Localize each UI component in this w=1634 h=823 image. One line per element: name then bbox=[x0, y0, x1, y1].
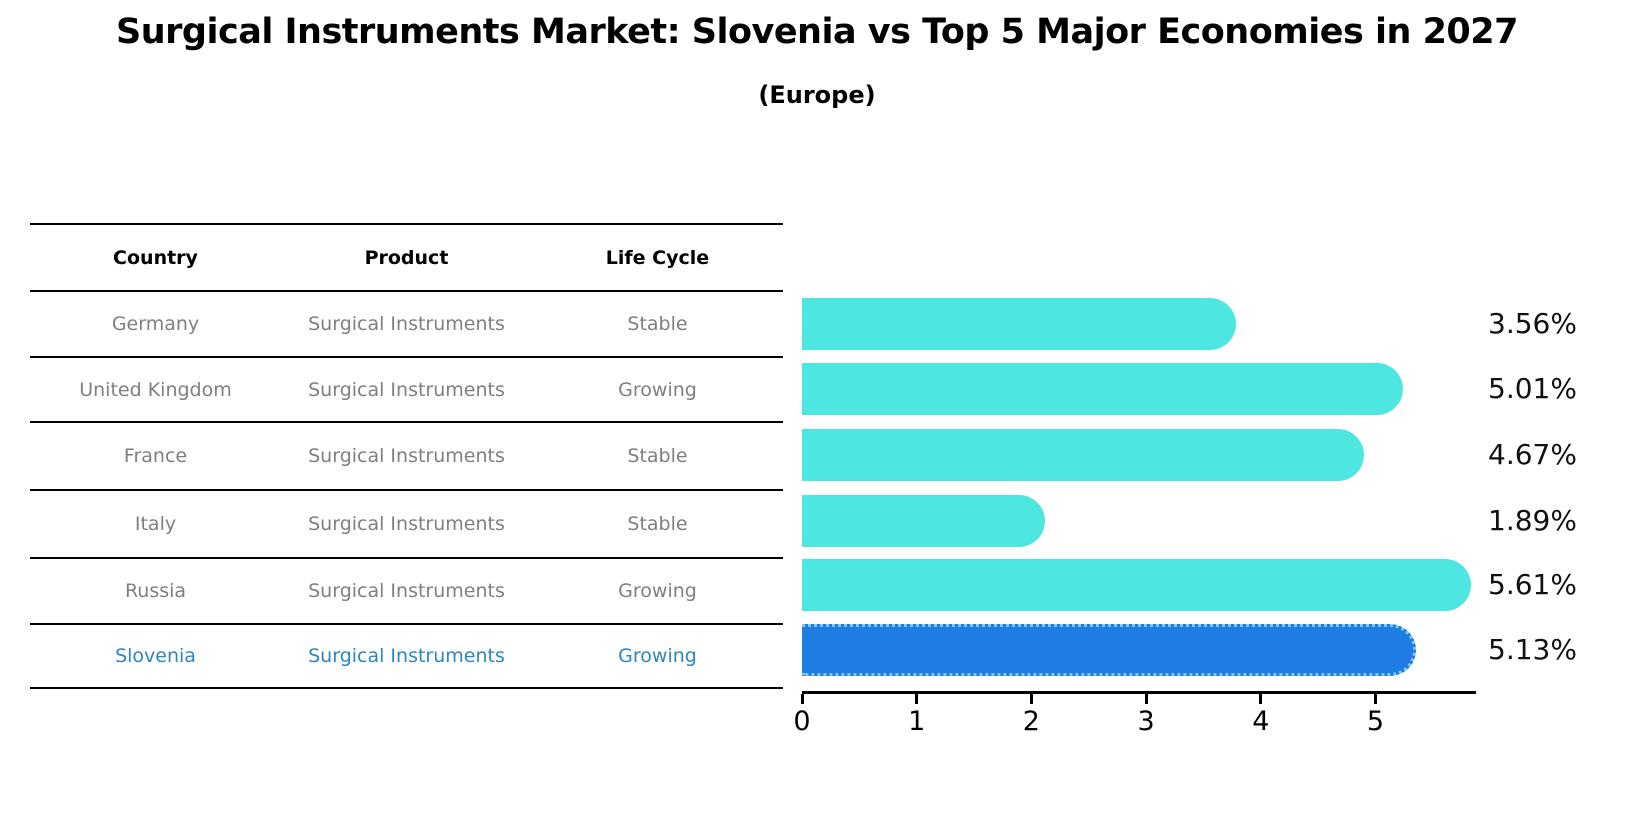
table-header-row: Country Product Life Cycle bbox=[30, 223, 783, 290]
cell-life-cycle: Growing bbox=[618, 580, 697, 602]
cell-product: Surgical Instruments bbox=[308, 378, 505, 401]
x-axis-tick-label: 1 bbox=[908, 706, 926, 737]
x-axis-tick bbox=[1259, 694, 1263, 704]
value-label-russia: 5.61% bbox=[1488, 568, 1577, 601]
x-axis-tick bbox=[1029, 694, 1033, 704]
bar-germany bbox=[802, 298, 1237, 350]
cell-life-cycle: Growing bbox=[618, 645, 697, 667]
cell-product: Surgical Instruments bbox=[308, 645, 505, 667]
x-axis-tick bbox=[1374, 694, 1377, 704]
cell-country: United Kingdom bbox=[79, 378, 232, 401]
cell-country: Germany bbox=[111, 313, 200, 335]
table-row-france: France Surgical Instruments Stable bbox=[30, 421, 783, 489]
cell-country: France bbox=[123, 445, 188, 467]
value-label-germany: 3.56% bbox=[1488, 307, 1577, 340]
cell-life-cycle: Stable bbox=[627, 445, 688, 467]
column-header-life-cycle: Life Cycle bbox=[605, 246, 710, 269]
chart-title: Surgical Instruments Market: Slovenia vs… bbox=[116, 12, 1518, 52]
x-axis-tick-label: 3 bbox=[1137, 706, 1155, 737]
x-axis-line bbox=[802, 691, 1476, 694]
table-row-russia: Russia Surgical Instruments Growing bbox=[30, 557, 783, 623]
comparison-table: Country Product Life Cycle Germany Surgi… bbox=[30, 223, 783, 689]
value-label-slovenia: 5.13% bbox=[1488, 633, 1577, 666]
bar-italy bbox=[802, 495, 1045, 547]
cell-country: Slovenia bbox=[115, 645, 196, 667]
chart-subtitle: (Europe) bbox=[758, 81, 876, 109]
cell-life-cycle: Stable bbox=[627, 313, 688, 335]
bar-united-kingdom bbox=[802, 363, 1403, 415]
cell-life-cycle: Growing bbox=[618, 378, 697, 401]
cell-product: Surgical Instruments bbox=[308, 513, 505, 535]
column-header-country: Country bbox=[113, 246, 198, 269]
x-axis-tick-label: 2 bbox=[1022, 706, 1040, 737]
x-axis-tick-label: 5 bbox=[1366, 706, 1385, 737]
cell-life-cycle: Stable bbox=[627, 513, 688, 535]
x-axis-tick bbox=[1144, 694, 1148, 704]
table-row-slovenia: Slovenia Surgical Instruments Growing bbox=[30, 623, 783, 687]
table-row-germany: Germany Surgical Instruments Stable bbox=[30, 290, 783, 356]
bar-slovenia-highlighted bbox=[802, 624, 1417, 676]
cell-country: Russia bbox=[124, 580, 187, 602]
cell-product: Surgical Instruments bbox=[308, 445, 505, 467]
x-axis-tick bbox=[915, 694, 919, 704]
cell-country: Italy bbox=[134, 513, 177, 535]
cell-product: Surgical Instruments bbox=[308, 580, 505, 602]
value-label-italy: 1.89% bbox=[1488, 504, 1577, 537]
column-header-product: Product bbox=[364, 246, 449, 269]
cell-product: Surgical Instruments bbox=[308, 313, 505, 335]
table-row-italy: Italy Surgical Instruments Stable bbox=[30, 489, 783, 557]
x-axis-tick-label: 4 bbox=[1252, 706, 1270, 737]
value-label-united-kingdom: 5.01% bbox=[1488, 372, 1577, 405]
bar-russia bbox=[802, 559, 1472, 611]
x-axis-tick-label: 0 bbox=[793, 706, 811, 737]
table-row-united-kingdom: United Kingdom Surgical Instruments Grow… bbox=[30, 356, 783, 421]
x-axis-tick bbox=[800, 694, 804, 704]
value-label-france: 4.67% bbox=[1488, 438, 1577, 471]
bar-france bbox=[802, 429, 1364, 481]
